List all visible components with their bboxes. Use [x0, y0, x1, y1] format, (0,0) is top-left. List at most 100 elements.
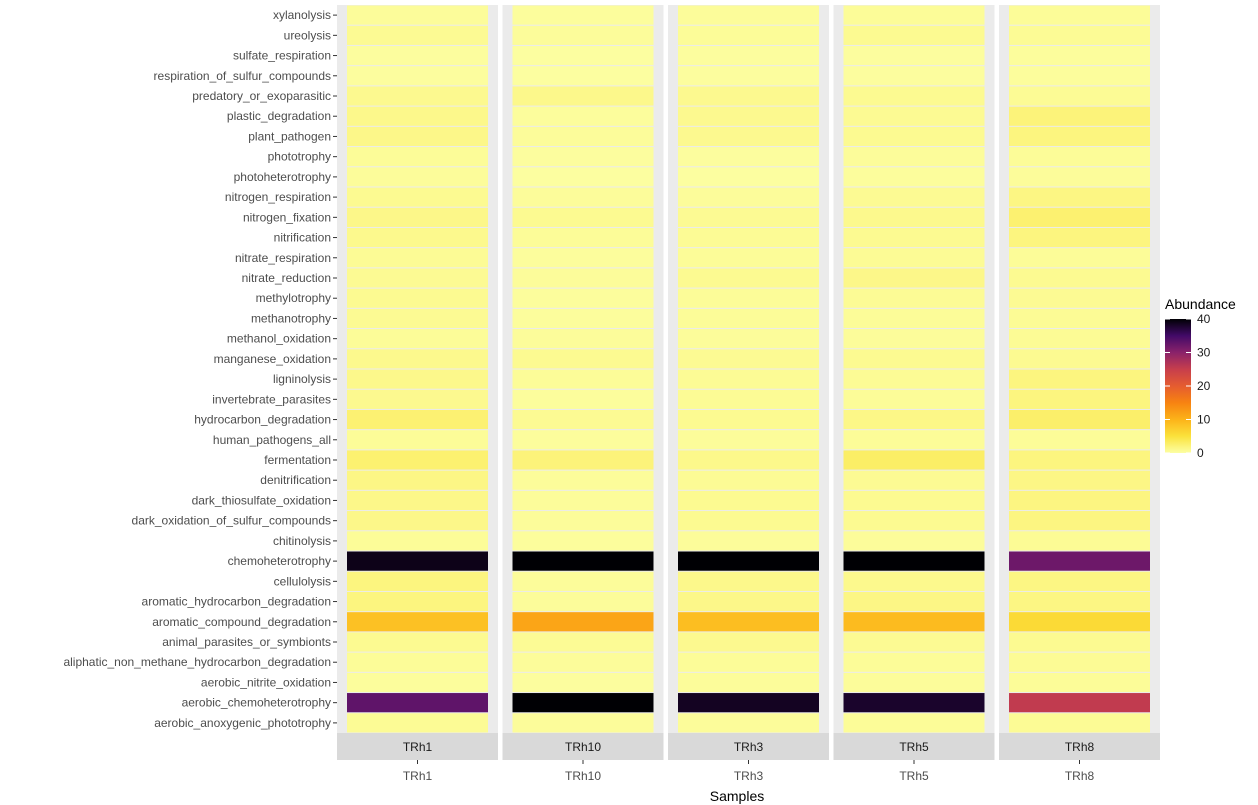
heat-tile	[678, 591, 819, 612]
heat-tile	[1009, 369, 1150, 389]
heat-tile	[843, 551, 985, 571]
heat-tile	[678, 147, 819, 167]
facet-strip	[999, 733, 1160, 760]
heat-tile	[843, 632, 985, 652]
legend-tick-label: 30	[1197, 346, 1211, 360]
y-tick-label: ligninolysis	[273, 372, 331, 386]
y-tick-label: aromatic_compound_degradation	[152, 615, 331, 629]
heat-tile	[1009, 531, 1150, 551]
heat-tile	[678, 86, 819, 106]
heat-tile	[678, 470, 819, 490]
heat-tile	[347, 167, 488, 187]
heat-tile	[512, 288, 654, 308]
heat-tile	[678, 25, 819, 45]
heat-tile	[678, 349, 819, 369]
heat-tile	[1009, 511, 1150, 531]
y-tick-label: manganese_oxidation	[214, 352, 331, 366]
heat-tile	[843, 288, 985, 308]
y-tick-label: aerobic_chemoheterotrophy	[182, 696, 331, 710]
legend-title: Abundance	[1165, 296, 1236, 312]
heat-tile	[843, 248, 985, 268]
heat-tile	[843, 329, 985, 349]
y-tick-label: predatory_or_exoparasitic	[192, 89, 331, 103]
heat-tile	[843, 612, 985, 632]
heat-tile	[512, 25, 654, 45]
heat-tile	[1009, 591, 1150, 612]
heat-tile	[347, 490, 488, 511]
panel-background	[999, 5, 1160, 733]
heat-tile	[1009, 571, 1150, 591]
heat-tile	[1009, 66, 1150, 86]
heat-tile	[678, 551, 819, 571]
heat-tile	[678, 612, 819, 632]
heat-tile	[843, 713, 985, 733]
heat-tile	[1009, 187, 1150, 207]
facet-strip-label: TRh5	[899, 740, 929, 754]
heat-tile	[843, 531, 985, 551]
heat-tile	[347, 450, 488, 470]
heat-tile	[843, 450, 985, 470]
heat-tile	[843, 227, 985, 248]
heat-tile	[1009, 652, 1150, 672]
facet-strip	[668, 733, 829, 760]
heat-tile	[1009, 713, 1150, 733]
x-tick-label: TRh10	[565, 769, 601, 783]
y-tick-label: nitrate_respiration	[235, 251, 331, 265]
heat-tile	[347, 591, 488, 612]
heat-tile	[512, 430, 654, 450]
heat-tile	[678, 45, 819, 66]
heat-tile	[843, 490, 985, 511]
heat-tile	[347, 268, 488, 288]
heat-tile	[843, 126, 985, 147]
heat-tile	[1009, 308, 1150, 329]
heat-tile	[678, 329, 819, 349]
y-tick-label: photoheterotrophy	[234, 170, 331, 184]
heat-tile	[512, 531, 654, 551]
y-tick-label: xylanolysis	[273, 8, 331, 22]
heat-tile	[512, 693, 654, 713]
heat-tile	[512, 591, 654, 612]
heat-tile	[512, 329, 654, 349]
y-tick-label: dark_thiosulfate_oxidation	[192, 493, 331, 507]
heat-tile	[678, 389, 819, 409]
heat-tile	[512, 86, 654, 106]
heat-tile	[1009, 106, 1150, 126]
y-tick-label: aliphatic_non_methane_hydrocarbon_degrad…	[63, 655, 331, 669]
heat-tile	[347, 227, 488, 248]
legend-tick-label: 40	[1197, 312, 1211, 326]
heat-tile	[347, 672, 488, 693]
heat-tile	[347, 187, 488, 207]
heat-tile	[1009, 25, 1150, 45]
heat-tile	[1009, 672, 1150, 693]
legend: Abundance 0 10 20 30 40	[1165, 296, 1236, 460]
x-tick-label: TRh5	[899, 769, 929, 783]
heat-tile	[347, 207, 488, 227]
heat-tile	[678, 652, 819, 672]
heat-tile	[1009, 430, 1150, 450]
heat-tile	[1009, 349, 1150, 369]
heat-tile	[347, 66, 488, 86]
facet-strip	[502, 733, 664, 760]
heat-tile	[1009, 551, 1150, 571]
heat-tile	[512, 248, 654, 268]
facet-strip-label: TRh10	[565, 740, 601, 754]
heat-tile	[843, 25, 985, 45]
y-tick-label: phototrophy	[268, 150, 331, 164]
heat-tile	[1009, 45, 1150, 66]
y-tick-label: chitinolysis	[273, 534, 331, 548]
heat-tile	[347, 430, 488, 450]
y-axis-labels: xylanolysis ureolysis sulfate_respirationr…	[63, 8, 337, 730]
y-tick-label: invertebrate_parasites	[212, 392, 331, 406]
heat-tile	[843, 693, 985, 713]
heat-tile	[512, 308, 654, 329]
y-tick-label: nitrate_reduction	[242, 271, 331, 285]
y-tick-label: cellulolysis	[274, 574, 331, 588]
x-tick-label: TRh8	[1065, 769, 1095, 783]
heat-tile	[512, 369, 654, 389]
y-tick-label: methylotrophy	[256, 291, 331, 305]
heat-tile	[347, 288, 488, 308]
heat-tile	[512, 409, 654, 430]
heat-tile	[512, 349, 654, 369]
heat-tile	[512, 470, 654, 490]
heat-tile	[1009, 86, 1150, 106]
